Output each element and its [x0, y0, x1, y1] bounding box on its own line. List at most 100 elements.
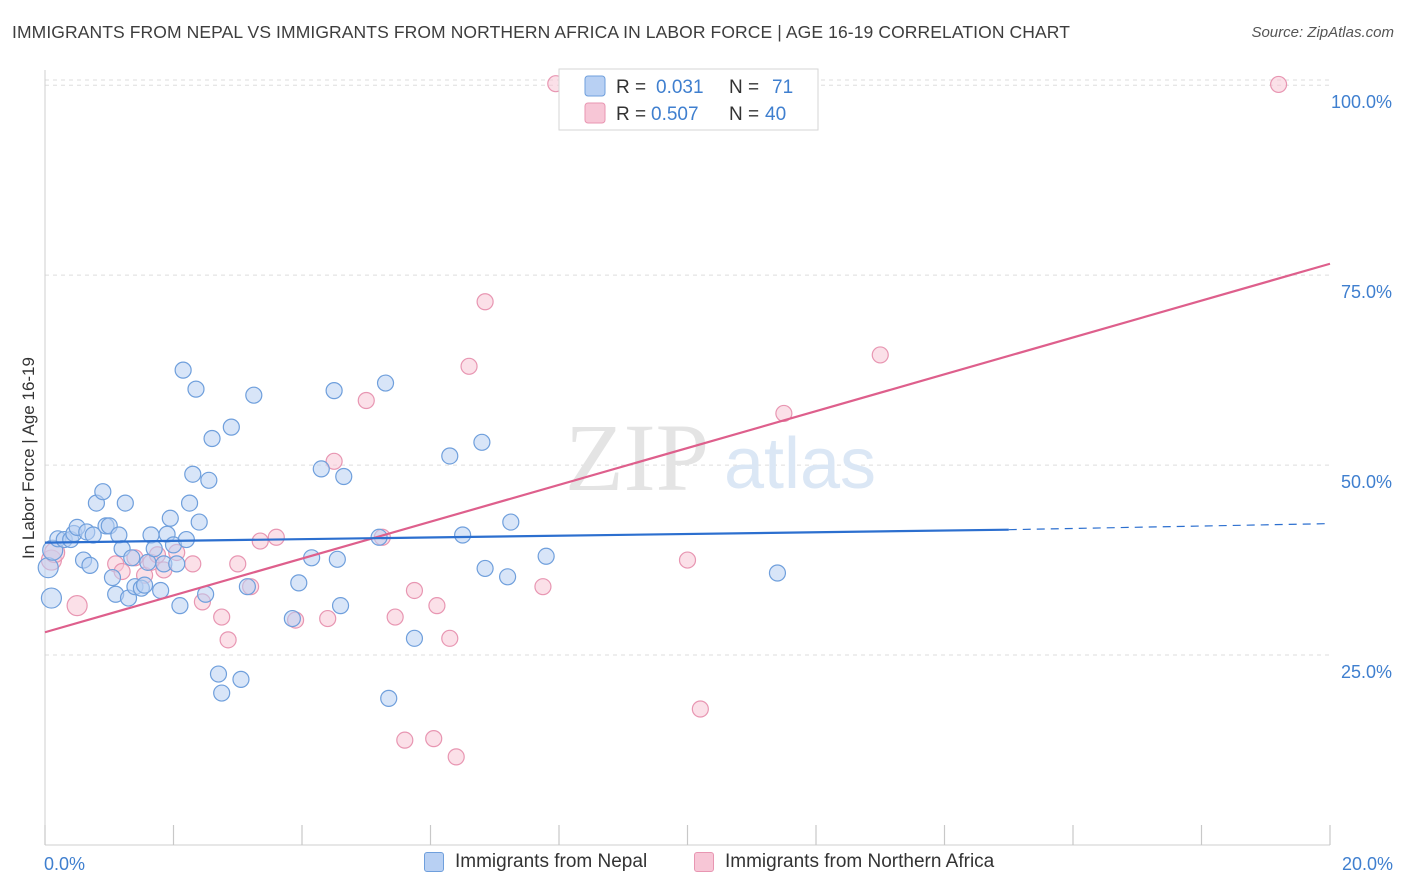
africa-point-27 — [425, 730, 443, 748]
africa-point-11 — [184, 555, 202, 573]
africa-point-24 — [386, 608, 404, 626]
nepal-point-70 — [768, 564, 787, 582]
africa-point-26 — [405, 581, 424, 600]
nepal-point-0 — [37, 557, 59, 579]
legend-r-value-africa: 0.507 — [651, 104, 699, 125]
africa-trend-line — [44, 262, 1331, 634]
africa-point-32 — [476, 293, 494, 311]
nepal-point-64 — [454, 526, 472, 544]
legend-n-label-nepal: N = — [729, 77, 759, 98]
africa-point-25 — [396, 731, 414, 749]
nepal-point-43 — [200, 471, 218, 489]
nepal-point-39 — [184, 465, 202, 483]
tick-labels: 25.0% 50.0% 75.0% 100.0% 0.0% 20.0% — [44, 92, 1393, 874]
axes — [44, 70, 1331, 846]
africa-point-28 — [428, 597, 446, 615]
nepal-point-52 — [290, 574, 308, 592]
nepal-point-40 — [187, 380, 205, 398]
africa-point-21 — [325, 452, 343, 470]
africa-point-33 — [534, 578, 552, 596]
y-tick-label-0: 25.0% — [1341, 662, 1392, 682]
africa-point-13 — [213, 608, 231, 626]
nepal-point-28 — [145, 540, 163, 558]
nepal-point-34 — [168, 555, 186, 573]
source-credit: Source: ZipAtlas.com — [1251, 24, 1394, 41]
nepal-point-36 — [174, 361, 192, 379]
nepal-point-65 — [473, 433, 491, 451]
y-tick-label-2: 75.0% — [1341, 282, 1392, 302]
nepal-trend-extension — [1008, 523, 1331, 531]
nepal-point-45 — [209, 665, 228, 683]
nepal-point-67 — [499, 568, 517, 586]
nepal-point-20 — [116, 494, 134, 512]
legend-n-value-nepal: 71 — [772, 77, 793, 98]
africa-point-31 — [460, 357, 478, 375]
watermark: ZIP atlas — [565, 404, 876, 511]
africa-point-15 — [229, 555, 247, 573]
legend-item-nepal[interactable]: Immigrants from Nepal — [424, 851, 647, 873]
legend-label-nepal: Immigrants from Nepal — [455, 851, 648, 872]
x-tick-label-min: 0.0% — [44, 854, 85, 874]
legend-swatch-africa-bottom — [694, 852, 714, 872]
nepal-point-56 — [328, 550, 346, 568]
nepal-point-49 — [238, 578, 256, 596]
africa-point-39 — [1269, 75, 1288, 94]
nepal-point-66 — [476, 559, 494, 578]
nepal-point-46 — [213, 684, 231, 702]
nepal-point-61 — [380, 689, 398, 707]
nepal-point-22 — [123, 549, 141, 567]
africa-point-29 — [441, 629, 459, 647]
y-axis-label: In Labor Force | Age 16-19 — [19, 357, 38, 559]
nepal-point-68 — [502, 513, 520, 531]
nepal-point-29 — [152, 581, 170, 600]
watermark-zip: ZIP — [565, 404, 709, 511]
nepal-point-50 — [245, 386, 263, 404]
nepal-point-38 — [180, 494, 199, 512]
africa-point-38 — [871, 346, 889, 364]
nepal-point-32 — [161, 509, 179, 527]
trend-lines — [44, 262, 1331, 634]
africa-point-20 — [319, 609, 337, 628]
nepal-point-13 — [94, 483, 112, 501]
africa-point-30 — [447, 748, 465, 766]
africa-point-18 — [267, 528, 285, 546]
legend-r-label-africa: R = — [616, 104, 646, 125]
nepal-point-54 — [312, 460, 330, 478]
nepal-point-58 — [335, 467, 353, 486]
legend-swatch-nepal-bottom — [424, 852, 444, 872]
nepal-point-41 — [190, 513, 208, 531]
nepal-point-62 — [405, 629, 424, 647]
nepal-point-47 — [222, 418, 240, 436]
nepal-point-10 — [81, 556, 99, 574]
legend-swatch-nepal — [584, 75, 606, 97]
legend-n-value-africa: 40 — [765, 104, 786, 125]
africa-point-22 — [357, 391, 375, 410]
nepal-trend-line — [44, 528, 1009, 544]
legend-item-africa[interactable]: Immigrants from Northern Africa — [694, 851, 994, 873]
nepal-point-48 — [232, 670, 250, 688]
nepal-point-16 — [103, 568, 122, 587]
nepal-point-55 — [325, 382, 343, 400]
africa-point-14 — [219, 631, 237, 649]
nepal-point-25 — [135, 576, 154, 594]
legend-r-value-nepal: 0.031 — [656, 77, 704, 98]
nepal-point-1 — [40, 587, 63, 609]
legend-swatch-africa — [584, 102, 606, 124]
nepal-point-51 — [283, 609, 301, 628]
legend-n-label-africa: N = — [729, 104, 759, 125]
nepal-point-69 — [537, 547, 555, 565]
legend-box: R = 0.031 N = 71 R = 0.507 N = 40 — [558, 68, 819, 131]
x-tick-label-max: 20.0% — [1342, 854, 1393, 874]
chart-title: IMMIGRANTS FROM NEPAL VS IMMIGRANTS FROM… — [12, 22, 1070, 42]
legend-r-label-nepal: R = — [616, 77, 646, 98]
legend-label-africa: Immigrants from Northern Africa — [725, 851, 995, 872]
watermark-atlas: atlas — [724, 424, 876, 504]
nepal-point-44 — [203, 429, 221, 448]
africa-point-36 — [691, 700, 709, 718]
nepal-point-63 — [441, 447, 459, 465]
series-legend: Immigrants from Nepal Immigrants from No… — [0, 851, 1406, 879]
africa-point-2 — [66, 595, 88, 617]
y-tick-label-3: 100.0% — [1331, 92, 1392, 112]
nepal-point-57 — [331, 597, 350, 615]
africa-point-35 — [678, 551, 697, 569]
